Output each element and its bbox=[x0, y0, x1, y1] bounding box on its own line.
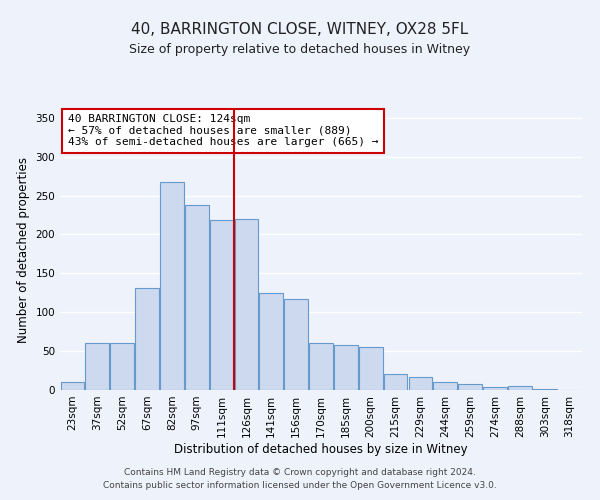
Bar bbox=[533, 389, 557, 390]
Text: Size of property relative to detached houses in Witney: Size of property relative to detached ho… bbox=[130, 42, 470, 56]
Bar bbox=[458, 384, 482, 390]
Bar bbox=[85, 344, 109, 390]
Bar bbox=[160, 182, 184, 390]
Bar bbox=[508, 386, 532, 390]
Bar bbox=[110, 344, 134, 390]
Text: Contains HM Land Registry data © Crown copyright and database right 2024.: Contains HM Land Registry data © Crown c… bbox=[124, 468, 476, 477]
Bar bbox=[135, 288, 159, 390]
Bar bbox=[483, 387, 507, 390]
X-axis label: Distribution of detached houses by size in Witney: Distribution of detached houses by size … bbox=[174, 442, 468, 456]
Bar bbox=[259, 293, 283, 390]
Bar bbox=[185, 205, 209, 390]
Bar bbox=[409, 377, 432, 390]
Bar bbox=[384, 374, 407, 390]
Bar bbox=[334, 345, 358, 390]
Text: Contains public sector information licensed under the Open Government Licence v3: Contains public sector information licen… bbox=[103, 482, 497, 490]
Text: 40 BARRINGTON CLOSE: 124sqm
← 57% of detached houses are smaller (889)
43% of se: 40 BARRINGTON CLOSE: 124sqm ← 57% of det… bbox=[68, 114, 379, 148]
Text: 40, BARRINGTON CLOSE, WITNEY, OX28 5FL: 40, BARRINGTON CLOSE, WITNEY, OX28 5FL bbox=[131, 22, 469, 38]
Bar bbox=[359, 347, 383, 390]
Bar bbox=[210, 220, 233, 390]
Bar bbox=[61, 382, 84, 390]
Y-axis label: Number of detached properties: Number of detached properties bbox=[17, 157, 30, 343]
Bar bbox=[235, 219, 258, 390]
Bar bbox=[433, 382, 457, 390]
Bar bbox=[309, 344, 333, 390]
Bar bbox=[284, 299, 308, 390]
